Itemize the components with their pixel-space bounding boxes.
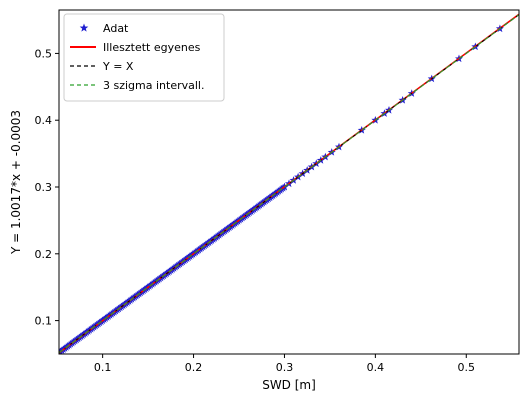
x-tick-label: 0.2 <box>185 361 203 374</box>
y-tick-label: 0.1 <box>35 315 53 328</box>
y-tick-label: 0.5 <box>35 47 53 60</box>
y-tick-label: 0.2 <box>35 248 53 261</box>
y-tick-label: 0.3 <box>35 181 53 194</box>
y-tick-label: 0.4 <box>35 114 53 127</box>
x-axis-ticks: 0.1 0.2 0.3 0.4 0.5 <box>94 354 475 374</box>
x-axis-label: SWD [m] <box>262 378 316 392</box>
axes-frame <box>58 9 520 355</box>
x-tick-label: 0.4 <box>367 361 385 374</box>
legend-label: Adat <box>103 22 129 35</box>
plot-area <box>59 13 519 354</box>
legend-label: Y = X <box>102 60 134 73</box>
legend: Adat Illesztett egyenes Y = X 3 szigma inte… <box>63 13 225 102</box>
x-tick-label: 0.1 <box>94 361 112 374</box>
legend-label: 3 szigma intervall. <box>103 79 204 92</box>
legend-marker-star <box>79 23 89 32</box>
sigma-interval-line <box>59 14 519 354</box>
legend-items: Adat Illesztett egyenes Y = X 3 szigma inte… <box>70 22 204 92</box>
y-axis-ticks: 0.1 0.2 0.3 0.4 0.5 <box>35 47 59 328</box>
x-tick-label: 0.5 <box>458 361 476 374</box>
legend-label: Illesztett egyenes <box>103 41 201 54</box>
y-axis-label: Y = 1.0017*x + -0.0003 <box>9 110 23 255</box>
x-tick-label: 0.3 <box>276 361 294 374</box>
legend-box <box>63 13 225 102</box>
